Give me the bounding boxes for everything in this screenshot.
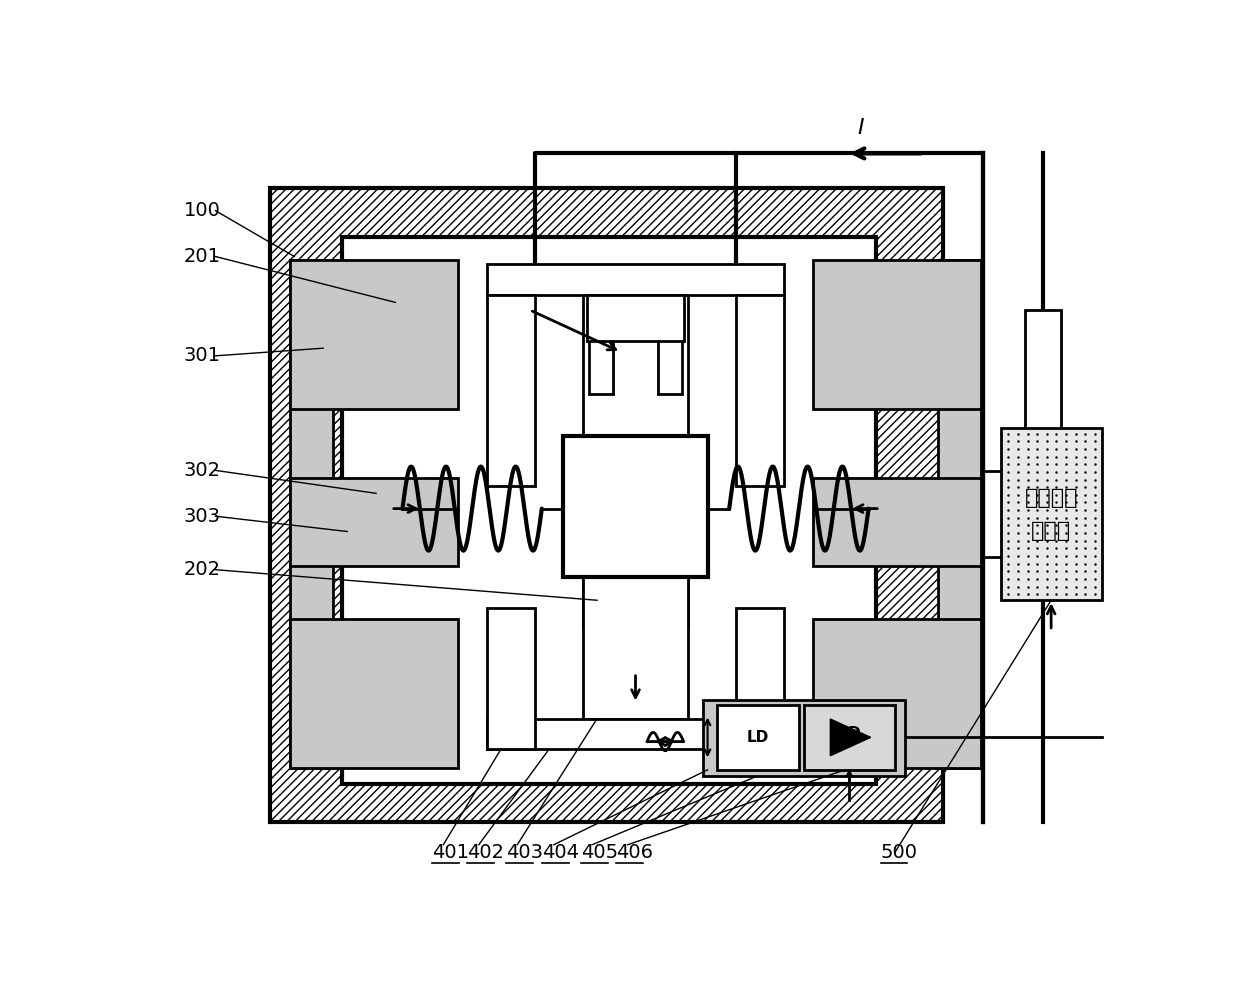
Bar xyxy=(583,577,688,718)
Bar xyxy=(813,260,982,410)
Text: 301: 301 xyxy=(184,346,221,365)
Text: 405: 405 xyxy=(580,843,618,862)
Bar xyxy=(813,478,982,565)
Bar xyxy=(486,718,785,749)
Bar xyxy=(342,237,875,784)
Text: LD: LD xyxy=(746,730,769,745)
Bar xyxy=(737,608,785,749)
Text: 数字再平
衡回路: 数字再平 衡回路 xyxy=(1024,488,1078,541)
Bar xyxy=(486,295,534,486)
Text: 404: 404 xyxy=(542,843,579,862)
Bar xyxy=(589,333,614,394)
Bar xyxy=(813,619,982,768)
Bar xyxy=(1001,429,1101,600)
Text: 100: 100 xyxy=(184,201,221,220)
Bar xyxy=(657,333,682,394)
Bar xyxy=(290,260,332,768)
Bar xyxy=(486,264,785,295)
Bar xyxy=(290,260,458,410)
Text: 500: 500 xyxy=(880,843,918,862)
Bar xyxy=(804,705,895,770)
Bar xyxy=(290,619,458,768)
Polygon shape xyxy=(831,719,870,756)
Text: 401: 401 xyxy=(432,843,469,862)
Text: 302: 302 xyxy=(184,461,221,480)
Text: $I$: $I$ xyxy=(857,118,864,138)
Bar xyxy=(703,699,904,776)
Bar xyxy=(588,295,683,340)
Bar xyxy=(1024,310,1061,433)
Bar xyxy=(717,705,799,770)
Text: 201: 201 xyxy=(184,247,221,266)
Bar xyxy=(563,436,708,577)
Text: 406: 406 xyxy=(616,843,653,862)
Bar xyxy=(737,295,785,486)
Bar xyxy=(583,295,688,627)
Bar xyxy=(270,187,942,821)
Text: 402: 402 xyxy=(467,843,505,862)
Text: PD: PD xyxy=(837,726,862,741)
Text: 403: 403 xyxy=(506,843,543,862)
Bar xyxy=(486,608,534,749)
Bar xyxy=(290,478,458,565)
Text: 202: 202 xyxy=(184,560,221,579)
Bar xyxy=(939,260,982,768)
Text: 303: 303 xyxy=(184,507,221,526)
